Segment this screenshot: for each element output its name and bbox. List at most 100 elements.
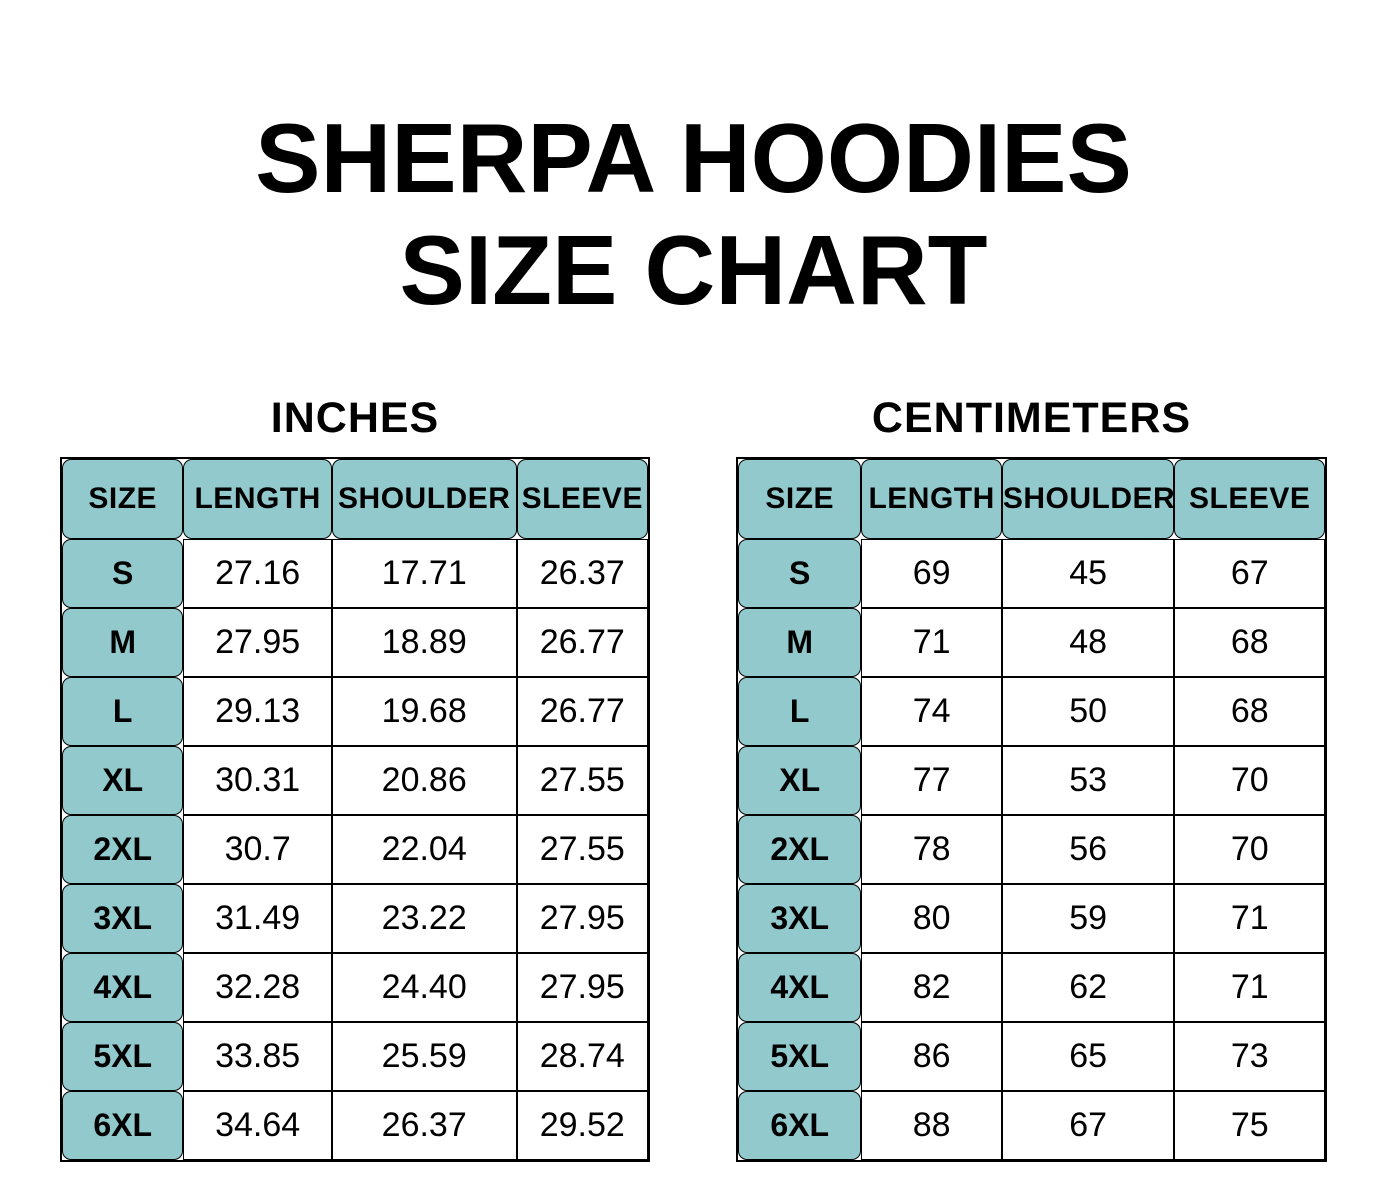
shoulder-cell: 59 [1001, 884, 1175, 954]
shoulder-cell: 62 [1001, 953, 1175, 1023]
table-row-l: L 29.13 19.68 26.77 [62, 677, 648, 747]
sleeve-cell: 29.52 [516, 1091, 648, 1161]
size-cell: 3XL [62, 884, 184, 954]
table-row-2xl: 2XL 30.7 22.04 27.55 [62, 815, 648, 885]
table-row-6xl: 6XL 88 67 75 [738, 1091, 1325, 1161]
column-header-size: SIZE [738, 459, 862, 540]
page-title-line-2: SIZE CHART [399, 215, 988, 326]
header-row: SIZE LENGTH SHOULDER SLEEVE [62, 459, 648, 540]
sleeve-cell: 27.55 [516, 815, 648, 885]
sleeve-cell: 75 [1174, 1091, 1325, 1161]
shoulder-cell: 19.68 [331, 677, 517, 747]
size-cell: XL [738, 746, 862, 816]
table-row-5xl: 5XL 86 65 73 [738, 1022, 1325, 1092]
table-row-xl: XL 77 53 70 [738, 746, 1325, 816]
length-cell: 78 [861, 815, 1002, 885]
header-row: SIZE LENGTH SHOULDER SLEEVE [738, 459, 1325, 540]
size-cell: 3XL [738, 884, 862, 954]
sleeve-cell: 68 [1174, 677, 1325, 747]
length-cell: 86 [861, 1022, 1002, 1092]
sleeve-cell: 26.77 [516, 608, 648, 678]
sleeve-cell: 68 [1174, 608, 1325, 678]
table-row-3xl: 3XL 31.49 23.22 27.95 [62, 884, 648, 954]
table-row-3xl: 3XL 80 59 71 [738, 884, 1325, 954]
size-cell: 6XL [62, 1091, 184, 1161]
column-header-size: SIZE [62, 459, 184, 540]
column-header-sleeve: SLEEVE [1174, 459, 1325, 540]
shoulder-cell: 45 [1001, 539, 1175, 609]
sleeve-cell: 27.95 [516, 953, 648, 1023]
shoulder-cell: 17.71 [331, 539, 517, 609]
table-row-4xl: 4XL 82 62 71 [738, 953, 1325, 1023]
size-cell: 2XL [62, 815, 184, 885]
shoulder-cell: 20.86 [331, 746, 517, 816]
length-cell: 27.16 [183, 539, 332, 609]
centimeters-heading: CENTIMETERS [871, 393, 1192, 442]
table-row-l: L 74 50 68 [738, 677, 1325, 747]
sleeve-cell: 28.74 [516, 1022, 648, 1092]
sleeve-cell: 71 [1174, 953, 1325, 1023]
table-row-m: M 71 48 68 [738, 608, 1325, 678]
length-cell: 27.95 [183, 608, 332, 678]
column-header-length: LENGTH [861, 459, 1002, 540]
size-cell: 2XL [738, 815, 862, 885]
size-cell: L [62, 677, 184, 747]
size-cell: 5XL [62, 1022, 184, 1092]
column-header-length: LENGTH [183, 459, 332, 540]
sleeve-cell: 70 [1174, 746, 1325, 816]
size-cell: 6XL [738, 1091, 862, 1161]
length-cell: 77 [861, 746, 1002, 816]
shoulder-cell: 23.22 [331, 884, 517, 954]
length-cell: 29.13 [183, 677, 332, 747]
inches-heading: INCHES [270, 393, 440, 442]
length-cell: 34.64 [183, 1091, 332, 1161]
size-cell: M [738, 608, 862, 678]
shoulder-cell: 56 [1001, 815, 1175, 885]
length-cell: 69 [861, 539, 1002, 609]
column-header-shoulder: SHOULDER [331, 459, 517, 540]
length-cell: 88 [861, 1091, 1002, 1161]
shoulder-cell: 25.59 [331, 1022, 517, 1092]
sleeve-cell: 27.95 [516, 884, 648, 954]
size-cell: XL [62, 746, 184, 816]
shoulder-cell: 65 [1001, 1022, 1175, 1092]
column-header-shoulder: SHOULDER [1001, 459, 1175, 540]
length-cell: 82 [861, 953, 1002, 1023]
table-row-4xl: 4XL 32.28 24.40 27.95 [62, 953, 648, 1023]
shoulder-cell: 26.37 [331, 1091, 517, 1161]
inches-section: INCHES SIZE LENGTH SHOULDER SLEEVE S 27.16 17… [60, 393, 650, 1163]
inches-table: SIZE LENGTH SHOULDER SLEEVE S 27.16 17.71 26.3… [60, 457, 650, 1163]
shoulder-cell: 24.40 [331, 953, 517, 1023]
shoulder-cell: 48 [1001, 608, 1175, 678]
shoulder-cell: 53 [1001, 746, 1175, 816]
tables-row: INCHES SIZE LENGTH SHOULDER SLEEVE S 27.16 17… [60, 393, 1327, 1163]
sleeve-cell: 70 [1174, 815, 1325, 885]
table-row-m: M 27.95 18.89 26.77 [62, 608, 648, 678]
size-cell: 4XL [738, 953, 862, 1023]
column-header-sleeve: SLEEVE [516, 459, 648, 540]
sleeve-cell: 27.55 [516, 746, 648, 816]
size-cell: M [62, 608, 184, 678]
length-cell: 32.28 [183, 953, 332, 1023]
sleeve-cell: 71 [1174, 884, 1325, 954]
size-cell: S [738, 539, 862, 609]
table-row-6xl: 6XL 34.64 26.37 29.52 [62, 1091, 648, 1161]
shoulder-cell: 22.04 [331, 815, 517, 885]
sleeve-cell: 67 [1174, 539, 1325, 609]
size-cell: S [62, 539, 184, 609]
sleeve-cell: 26.37 [516, 539, 648, 609]
length-cell: 80 [861, 884, 1002, 954]
shoulder-cell: 18.89 [331, 608, 517, 678]
length-cell: 30.31 [183, 746, 332, 816]
shoulder-cell: 50 [1001, 677, 1175, 747]
page-title-line-1: SHERPA HOODIES [255, 102, 1132, 213]
sleeve-cell: 26.77 [516, 677, 648, 747]
length-cell: 31.49 [183, 884, 332, 954]
table-row-2xl: 2XL 78 56 70 [738, 815, 1325, 885]
table-row-xl: XL 30.31 20.86 27.55 [62, 746, 648, 816]
centimeters-section: CENTIMETERS SIZE LENGTH SHOULDER SLEEVE S 69… [736, 393, 1327, 1163]
size-cell: 5XL [738, 1022, 862, 1092]
shoulder-cell: 67 [1001, 1091, 1175, 1161]
size-cell: 4XL [62, 953, 184, 1023]
